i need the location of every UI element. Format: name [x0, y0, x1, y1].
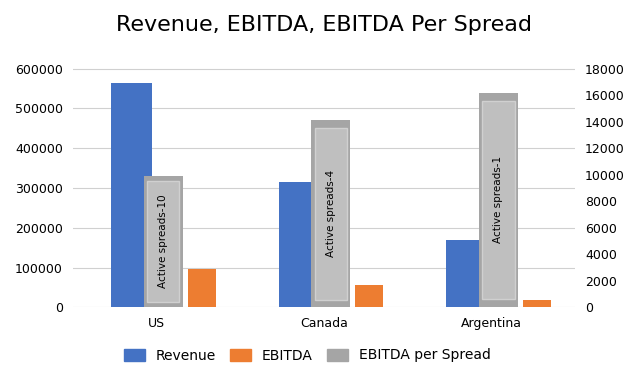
Bar	[355, 285, 383, 307]
Bar	[278, 182, 319, 307]
Legend: Revenue, EBITDA, EBITDA per Spread: Revenue, EBITDA, EBITDA per Spread	[118, 343, 496, 368]
Bar	[314, 128, 347, 300]
Text: Active spreads-4: Active spreads-4	[326, 170, 336, 257]
Bar	[144, 176, 182, 307]
Bar	[482, 101, 515, 299]
Bar	[479, 93, 518, 307]
Text: Active spreads-10: Active spreads-10	[158, 195, 168, 288]
Bar	[312, 120, 350, 307]
Bar	[446, 240, 487, 307]
Bar	[188, 269, 216, 307]
Bar	[147, 182, 179, 302]
Bar	[111, 82, 152, 307]
Text: Active spreads-1: Active spreads-1	[493, 156, 503, 243]
Title: Revenue, EBITDA, EBITDA Per Spread: Revenue, EBITDA, EBITDA Per Spread	[116, 15, 532, 35]
Bar	[523, 300, 550, 307]
